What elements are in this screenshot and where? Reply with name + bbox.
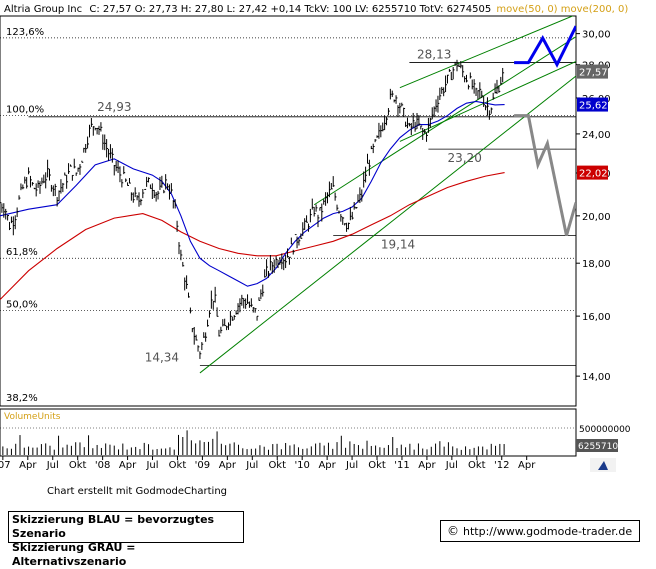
y-tick-label: 16,00 (582, 312, 611, 323)
x-tick-label: '11 (394, 460, 409, 471)
scenario-blau-path (514, 25, 576, 68)
x-tick-label: '07 (0, 460, 11, 471)
x-tick-label: '08 (95, 460, 110, 471)
trend-line (399, 16, 574, 89)
website-link[interactable]: © http://www.godmode-trader.de (440, 520, 640, 542)
volume-badge: 6255710 (578, 442, 618, 452)
x-tick-label: Okt (169, 460, 187, 471)
x-tick-label: Apr (219, 460, 237, 471)
x-tick-label: '09 (195, 460, 210, 471)
trend-line (199, 75, 576, 374)
price-badge: 27,57 (579, 68, 608, 79)
y-tick-label: 18,00 (582, 259, 611, 270)
x-tick-label: '12 (494, 460, 509, 471)
price-bars (0, 59, 505, 359)
x-tick-label: '10 (294, 460, 309, 471)
price-panel-frame (0, 15, 577, 407)
x-tick-label: Apr (518, 460, 536, 471)
volume-tick-label: 500000000 (579, 425, 631, 435)
price-badge-bg (577, 64, 608, 79)
copyright-icon: © (447, 524, 459, 538)
x-tick-label: Jul (145, 460, 158, 471)
price-badges: 27,57 25,62 22,02 (577, 64, 608, 180)
fib-level-label: 123,6% (6, 27, 44, 38)
price-axis: 14,0016,0018,0020,0022,0024,0026,0028,00… (576, 30, 611, 383)
ma200-line (0, 172, 505, 300)
x-tick-label: Apr (318, 460, 336, 471)
quote-line: C: 27,57 O: 27,73 H: 27,80 L: 27,42 +0,1… (89, 4, 491, 15)
legend-grey: Skizzierung GRAU = Alternativszenario (12, 541, 136, 568)
instrument-name: Altria Group Inc (4, 4, 82, 15)
support-resistance-label: 24,93 (97, 100, 131, 114)
support-resistance-label: 23,20 (447, 151, 481, 165)
price-chart: 123,6% 100,0% 61,8% 50,0% 38,2% 28,13 24,93 23,… (0, 4, 631, 472)
x-tick-label: Jul (245, 460, 258, 471)
ma-legend: move(50, 0) move(200, 0) (496, 4, 628, 15)
y-tick-label: 14,00 (582, 372, 611, 383)
time-axis: '07 Apr Jul Okt '08 Apr Jul Okt '09 Apr Jul Okt '10 A… (0, 456, 536, 471)
price-badge-bg (577, 165, 608, 180)
x-tick-label: Jul (46, 460, 59, 471)
support-resistance-label: 14,34 (145, 350, 179, 364)
level-labels: 123,6% 100,0% 61,8% 50,0% 38,2% 28,13 24,93 23,… (6, 27, 482, 404)
horizontal-levels (0, 37, 576, 366)
fib-level-label: 100,0% (6, 105, 44, 116)
ma50-line (0, 100, 505, 287)
x-tick-label: Apr (119, 460, 137, 471)
support-resistance-label: 19,14 (381, 238, 415, 252)
x-tick-label: Apr (418, 460, 436, 471)
volume-bars (2, 430, 505, 455)
x-tick-label: Apr (19, 460, 37, 471)
price-badge-bg (577, 97, 608, 112)
x-tick-label: Jul (445, 460, 458, 471)
price-badge: 22,02 (579, 169, 608, 180)
legend-blue: Skizzierung BLAU = bevorzugtes Szenario (12, 513, 215, 540)
trend-lines (199, 16, 576, 374)
fib-level-label: 61,8% (6, 247, 38, 258)
volume-panel-frame (0, 408, 577, 457)
chart-credit: Chart erstellt mit GodmodeCharting (47, 486, 227, 497)
fib-level-label: 50,0% (6, 300, 38, 311)
scenario-grau-path (514, 114, 576, 237)
scenario-sketches (514, 25, 576, 237)
x-tick-label: Jul (345, 460, 358, 471)
fib-level-label: 38,2% (6, 393, 38, 404)
x-tick-label: Okt (468, 460, 486, 471)
y-tick-label: 24,00 (582, 130, 611, 141)
y-tick-label: 30,00 (582, 30, 611, 41)
price-badge: 25,62 (579, 101, 608, 112)
x-tick-label: Okt (368, 460, 386, 471)
x-tick-label: Okt (69, 460, 87, 471)
y-tick-label: 20,00 (582, 212, 611, 223)
volume-badge-bg (576, 439, 618, 452)
volume-panel-label: VolumeUnits (4, 412, 61, 422)
support-resistance-label: 28,13 (417, 48, 451, 62)
scenario-legend: Skizzierung BLAU = bevorzugtes Szenario … (8, 511, 244, 568)
chart-header: Altria Group Inc C: 27,57 O: 27,73 H: 27… (4, 4, 628, 15)
x-tick-label: Okt (268, 460, 286, 471)
website-url[interactable]: http://www.godmode-trader.de (463, 525, 633, 538)
corner-logo-icon (598, 461, 608, 470)
moving-averages (0, 100, 505, 300)
